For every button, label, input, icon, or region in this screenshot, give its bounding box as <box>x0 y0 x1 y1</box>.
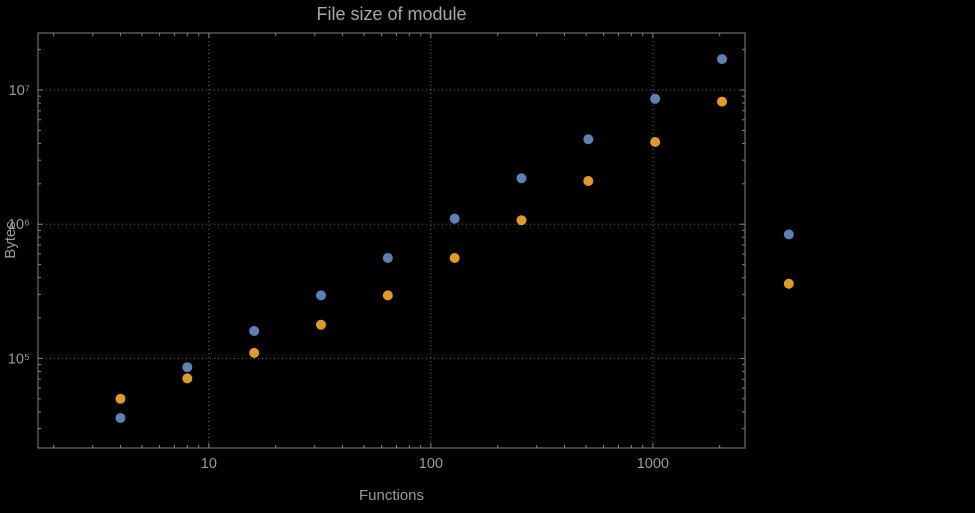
y-tick-label: 10⁶ <box>8 217 30 233</box>
data-point-orange <box>115 393 126 404</box>
data-point-orange <box>583 175 594 186</box>
data-point-blue <box>249 326 260 337</box>
x-tick-label: 1000 <box>637 456 669 472</box>
x-axis-label: Functions <box>358 487 425 504</box>
data-point-blue <box>382 253 393 264</box>
data-point-blue <box>315 290 326 301</box>
data-point-orange <box>382 290 393 301</box>
x-tick-label: 100 <box>419 456 443 472</box>
data-point-orange <box>716 96 727 107</box>
data-point-orange <box>249 347 260 358</box>
chart-title: File size of module <box>316 4 467 24</box>
data-point-blue <box>516 173 527 184</box>
data-point-orange <box>449 253 460 264</box>
data-point-orange <box>783 278 794 289</box>
y-tick-label: 10⁵ <box>8 351 30 367</box>
y-tick-label: 10⁷ <box>9 83 30 99</box>
plot-frame <box>37 32 746 449</box>
x-tick-label: 10 <box>201 456 217 472</box>
y-axis-label: Bytes <box>2 221 19 259</box>
data-point-orange <box>650 136 661 147</box>
data-point-blue <box>716 54 727 65</box>
data-point-orange <box>315 319 326 330</box>
data-point-blue <box>783 229 794 240</box>
data-point-orange <box>516 215 527 226</box>
data-point-blue <box>182 362 193 373</box>
data-point-blue <box>650 93 661 104</box>
data-point-orange <box>182 373 193 384</box>
data-point-blue <box>583 134 594 145</box>
data-point-blue <box>115 412 126 423</box>
data-point-blue <box>449 213 460 224</box>
